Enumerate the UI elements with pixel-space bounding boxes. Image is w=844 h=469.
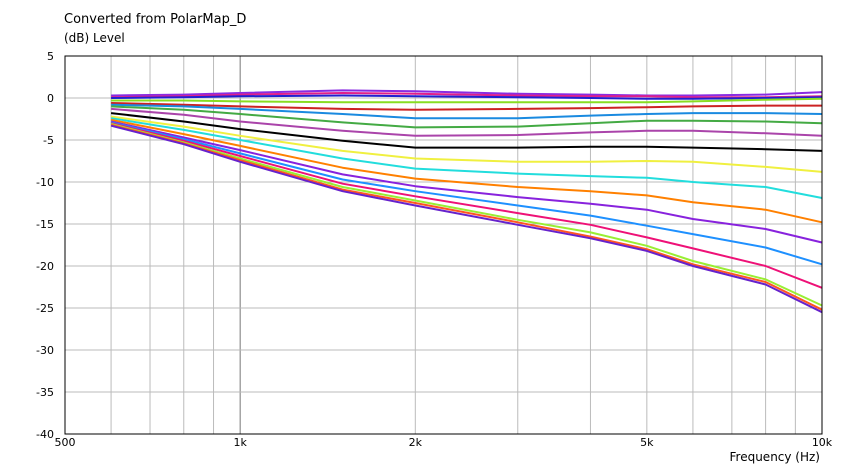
series-line-17 bbox=[110, 123, 823, 311]
series-line-15 bbox=[110, 122, 823, 289]
series-line-2 bbox=[111, 92, 823, 99]
series-line-12 bbox=[110, 118, 823, 224]
y-tick-label: -40 bbox=[36, 428, 54, 441]
chart-title: Converted from PolarMap_D bbox=[64, 12, 247, 27]
series-line-5 bbox=[111, 102, 822, 111]
series-line-1 bbox=[111, 89, 823, 97]
y-tick-label: -30 bbox=[36, 344, 54, 357]
x-tick-label: 1k bbox=[233, 436, 247, 449]
y-tick-label: -10 bbox=[36, 176, 54, 189]
y-axis-label: (dB) Level bbox=[64, 31, 125, 45]
x-tick-label: 10k bbox=[812, 436, 833, 449]
y-tick-label: -25 bbox=[36, 302, 54, 315]
series-line-6 bbox=[111, 103, 823, 120]
series-line-13 bbox=[110, 120, 823, 244]
y-tick-label: -20 bbox=[36, 260, 54, 273]
x-tick-label: 500 bbox=[55, 436, 76, 449]
series-line-4 bbox=[111, 97, 823, 104]
y-tick-label: 0 bbox=[47, 92, 54, 105]
y-tick-label: -35 bbox=[36, 386, 54, 399]
series-line-18 bbox=[110, 124, 823, 314]
series-line-14 bbox=[110, 121, 823, 266]
x-tick-label: 5k bbox=[640, 436, 654, 449]
series-line-3 bbox=[111, 94, 823, 100]
y-tick-label: -15 bbox=[36, 218, 54, 231]
y-tick-label: 5 bbox=[47, 50, 54, 63]
x-axis-label: Frequency (Hz) bbox=[729, 450, 821, 464]
series-line-7 bbox=[111, 105, 823, 129]
plot-frame bbox=[64, 55, 823, 435]
series-line-9 bbox=[110, 112, 823, 152]
series-line-10 bbox=[110, 115, 823, 173]
series-line-16 bbox=[110, 123, 823, 307]
series-line-11 bbox=[110, 117, 823, 199]
x-tick-label: 2k bbox=[409, 436, 423, 449]
series-line-8 bbox=[111, 107, 823, 137]
y-tick-label: -5 bbox=[43, 134, 54, 147]
